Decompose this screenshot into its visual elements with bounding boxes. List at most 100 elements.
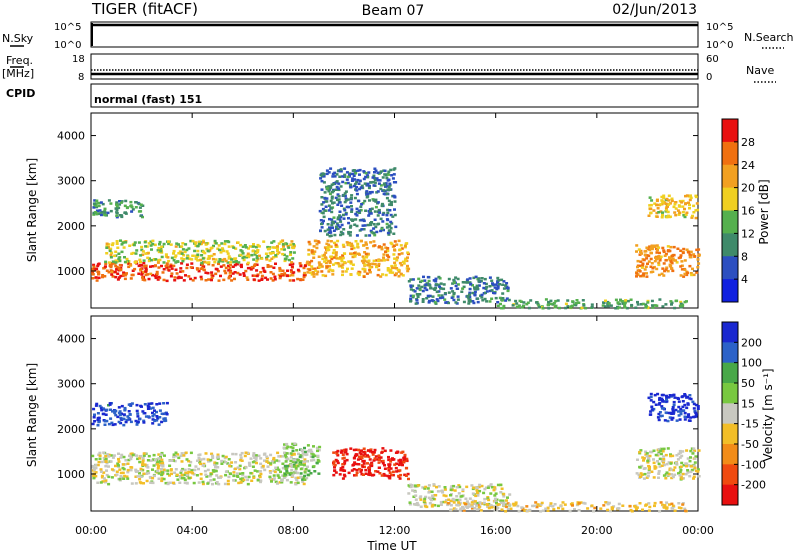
power-echo-cell bbox=[118, 214, 122, 217]
power-echo-cell bbox=[662, 196, 666, 200]
velocity-echo-cell bbox=[121, 417, 125, 421]
power-echo-cell bbox=[678, 211, 682, 214]
velocity-echo-cell bbox=[660, 464, 664, 467]
velocity-echo-cell bbox=[206, 468, 210, 472]
velocity-echo-cell bbox=[687, 413, 691, 416]
velocity-echo-cell bbox=[254, 458, 258, 462]
power-echo-cell bbox=[234, 257, 238, 260]
velocity-echo-cell bbox=[665, 400, 669, 403]
power-echo-cell bbox=[626, 299, 630, 303]
velocity-echo-cell bbox=[199, 462, 202, 466]
velocity-echo-cell bbox=[381, 462, 385, 465]
power-echo-cell bbox=[389, 220, 393, 224]
velocity-echo-cell bbox=[296, 471, 300, 475]
power-echo-cell bbox=[564, 302, 568, 306]
velocity-echo-cell bbox=[243, 454, 247, 458]
power-echo-cell bbox=[120, 250, 124, 254]
power-echo-cell bbox=[469, 283, 473, 286]
power-colorbar-label: Power [dB] bbox=[757, 179, 771, 244]
velocity-echo-cell bbox=[683, 418, 687, 421]
power-echo-cell bbox=[387, 224, 391, 227]
power-echo-cell bbox=[490, 297, 494, 300]
velocity-echo-cell bbox=[458, 501, 462, 505]
power-echo-cell bbox=[666, 250, 670, 253]
velocity-echo-cell bbox=[96, 412, 100, 415]
velocity-echo-cell bbox=[270, 460, 274, 463]
power-echo-cell bbox=[662, 249, 666, 252]
velocity-echo-cell bbox=[521, 508, 525, 511]
power-echo-cell bbox=[690, 216, 694, 219]
power-echo-cell bbox=[253, 253, 257, 256]
power-echo-cell bbox=[198, 242, 201, 246]
velocity-echo-cell bbox=[653, 504, 656, 508]
power-echo-cell bbox=[382, 192, 386, 196]
power-echo-cell bbox=[95, 212, 99, 216]
power-echo-cell bbox=[158, 243, 161, 246]
power-echo-cell bbox=[111, 242, 115, 245]
power-echo-cell bbox=[442, 287, 446, 291]
velocity-echo-cell bbox=[657, 470, 661, 473]
velocity-echo-cell bbox=[259, 462, 263, 466]
power-echo-cell bbox=[385, 176, 389, 180]
power-echo-cell bbox=[473, 287, 477, 291]
power-echo-cell bbox=[357, 199, 361, 203]
velocity-echo-cell bbox=[240, 451, 244, 455]
power-ylabel: Slant Range [km] bbox=[25, 158, 39, 262]
velocity-echo-cell bbox=[274, 466, 278, 469]
velocity-echo-cell bbox=[689, 397, 693, 401]
power-echo-cell bbox=[315, 273, 319, 276]
velocity-echo-cell bbox=[493, 494, 497, 497]
power-echo-cell bbox=[187, 247, 191, 250]
power-echo-cell bbox=[188, 257, 192, 261]
power-echo-cell bbox=[232, 260, 236, 264]
power-echo-cell bbox=[424, 283, 428, 286]
power-echo-cell bbox=[388, 203, 392, 206]
velocity-echo-cell bbox=[151, 468, 154, 471]
velocity-echo-cell bbox=[131, 453, 135, 457]
velocity-echo-cell bbox=[662, 474, 666, 477]
power-echo-cell bbox=[231, 272, 235, 275]
power-echo-cell bbox=[249, 268, 253, 271]
power-echo-cell bbox=[155, 272, 159, 276]
velocity-y-tick-label: 4000 bbox=[57, 333, 85, 346]
power-echo-cell bbox=[375, 191, 379, 194]
velocity-echo-cell bbox=[374, 470, 378, 473]
power-echo-cell bbox=[649, 203, 653, 207]
power-echo-cell bbox=[351, 177, 355, 180]
velocity-echo-cell bbox=[107, 453, 111, 457]
velocity-echo-cell bbox=[239, 481, 243, 484]
velocity-echo-cell bbox=[216, 466, 220, 469]
power-echo-cell bbox=[430, 299, 434, 302]
power-echo-cell bbox=[141, 250, 145, 253]
velocity-echo-cell bbox=[253, 460, 257, 463]
power-echo-cell bbox=[505, 297, 509, 300]
velocity-echo-cell bbox=[141, 461, 145, 464]
power-echo-cell bbox=[653, 304, 657, 307]
power-echo-cell bbox=[467, 302, 471, 305]
velocity-echo-cell bbox=[163, 412, 167, 415]
power-echo-cell bbox=[202, 241, 205, 244]
velocity-echo-cell bbox=[483, 497, 487, 501]
velocity-echo-cell bbox=[117, 465, 121, 468]
velocity-echo-cell bbox=[427, 484, 431, 487]
power-echo-cell bbox=[678, 205, 682, 208]
power-echo-cell bbox=[342, 207, 346, 210]
x-tick-label: 04:00 bbox=[176, 524, 208, 537]
power-echo-cell bbox=[246, 278, 250, 281]
power-echo-cell bbox=[310, 251, 314, 255]
velocity-echo-cell bbox=[405, 466, 409, 470]
power-echo-cell bbox=[327, 209, 331, 212]
power-echo-cell bbox=[664, 252, 668, 256]
power-echo-cell bbox=[239, 249, 243, 252]
velocity-echo-cell bbox=[441, 491, 445, 494]
power-echo-cell bbox=[180, 257, 184, 260]
power-echo-cell bbox=[355, 189, 359, 192]
power-echo-cell bbox=[366, 182, 370, 186]
power-echo-cell bbox=[95, 205, 99, 209]
power-echo-cell bbox=[657, 211, 661, 214]
power-echo-cell bbox=[290, 265, 294, 268]
power-echo-cell bbox=[411, 284, 415, 288]
power-echo-cell bbox=[657, 273, 661, 277]
power-echo-cell bbox=[369, 181, 373, 184]
velocity-echo-cell bbox=[659, 501, 663, 504]
